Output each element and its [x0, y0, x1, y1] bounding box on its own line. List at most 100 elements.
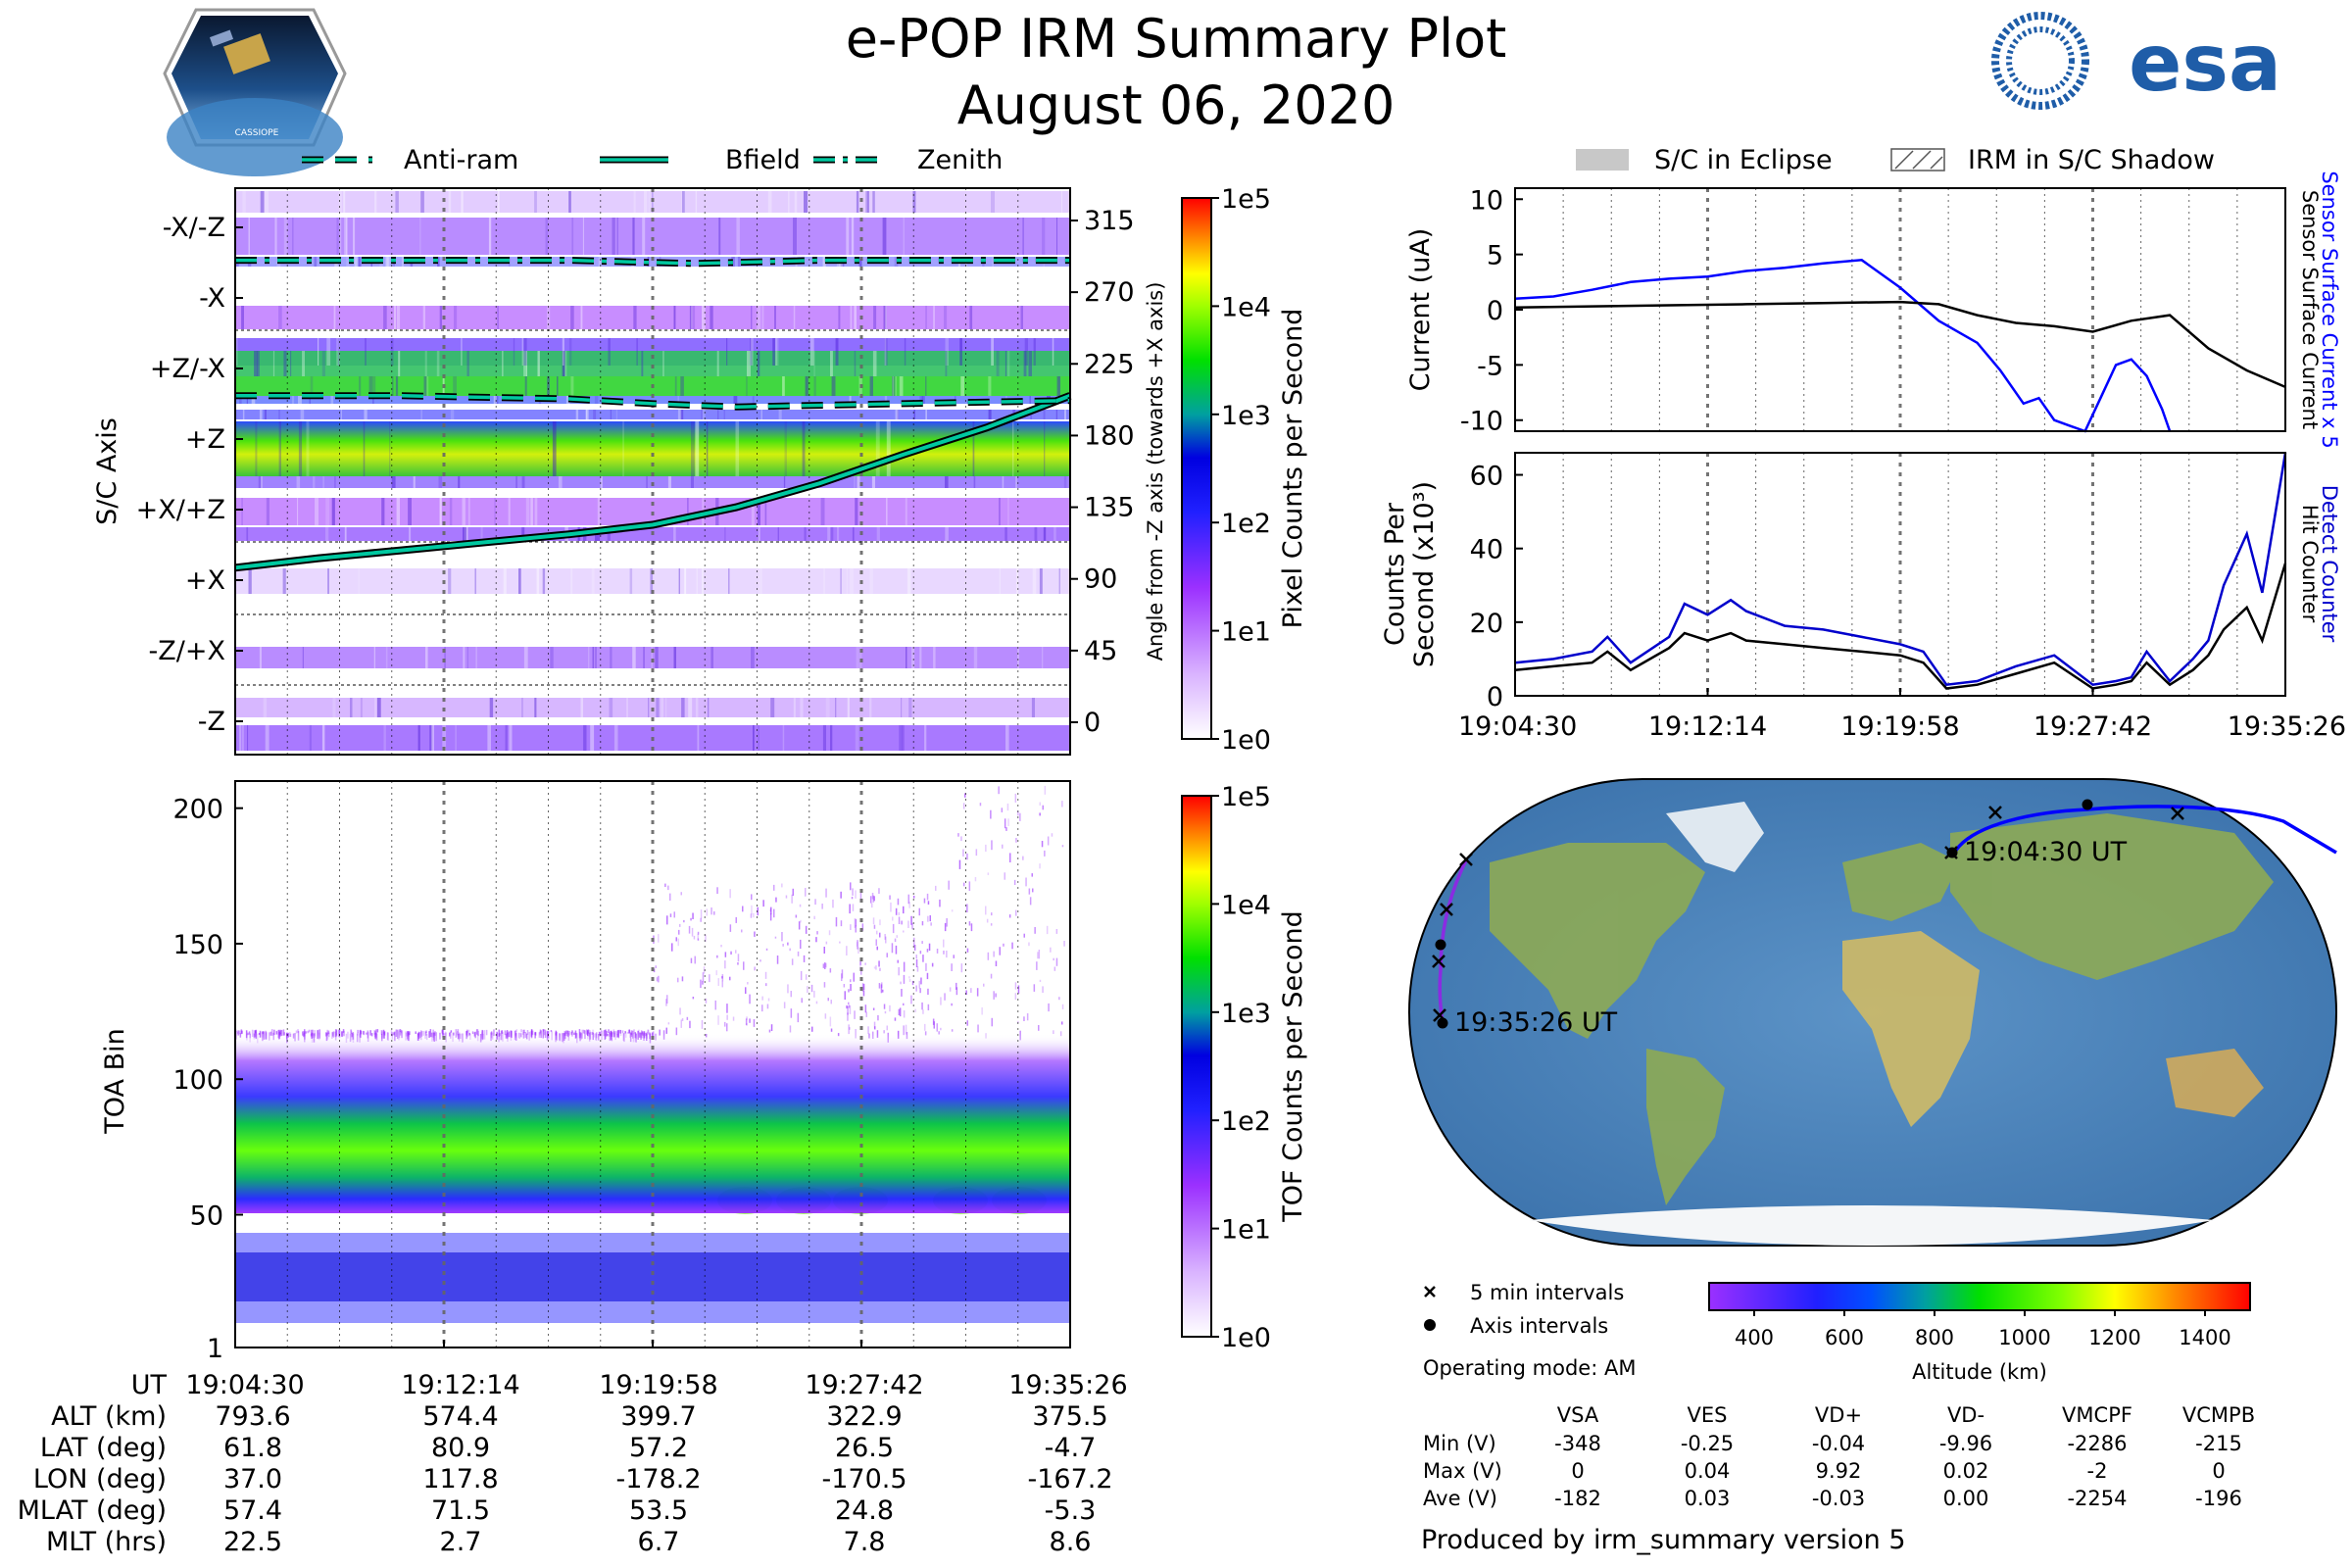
- toa-ytick-label: 100: [172, 1065, 223, 1096]
- toa-panel: 200 150 100 50 1 TOA Bin: [100, 780, 1071, 1364]
- current-ytick: -10: [1460, 407, 1503, 437]
- altitude-label: Altitude (km): [1912, 1360, 2047, 1384]
- voltage-table: VSA VES VD+ VD- VMCPF VCMPB Min (V) -348 -0.25 -0…: [1423, 1403, 2255, 1510]
- volt-header: VMCPF: [2062, 1403, 2132, 1427]
- ephem-cell: 22.5: [223, 1527, 282, 1557]
- toa-cb-tick: 1e4: [1221, 890, 1271, 920]
- pixel-cb-tick: 1e3: [1221, 401, 1271, 431]
- volt-row-label: Min (V): [1423, 1432, 1496, 1455]
- current-ylabel: Current (uA): [1405, 228, 1436, 392]
- volt-header: VES: [1688, 1403, 1728, 1427]
- counts-xtick: 19:19:58: [1840, 711, 1959, 742]
- orbit-track-west: [1438, 859, 1468, 1024]
- volt-header: VCMPB: [2182, 1403, 2255, 1427]
- counts-xtick: 19:35:26: [2228, 711, 2346, 742]
- ephem-row-label: LON (deg): [33, 1464, 167, 1494]
- cassiope-logo: CASSIOPE: [163, 8, 347, 176]
- legend-5min: 5 min intervals: [1470, 1281, 1624, 1304]
- toa-time-grid: [286, 781, 1019, 1348]
- ephem-cell: 117.8: [422, 1464, 498, 1494]
- toa-cb-tick: 1e0: [1221, 1323, 1271, 1353]
- pixel-band: [235, 421, 1070, 476]
- legend-top-right: S/C in Eclipse IRM in S/C Shadow: [1576, 145, 2215, 175]
- pixel-ytick-label: +Z: [185, 424, 225, 455]
- volt-cell: 0: [2212, 1459, 2225, 1483]
- current-ytick: -5: [1477, 351, 1503, 381]
- pixel-ytick-label: +X/+Z: [136, 495, 225, 525]
- counts-series-line: [1514, 452, 2287, 687]
- current-series-line: [1514, 300, 2286, 389]
- toa-x-ticks: [234, 1340, 1071, 1348]
- toa-cb-tick: 1e5: [1221, 782, 1271, 812]
- legend-axis: Axis intervals: [1470, 1314, 1608, 1338]
- current-series-line: [1514, 259, 2172, 433]
- counts-xtick: 19:04:30: [1458, 711, 1577, 742]
- ephem-row-label: UT: [131, 1370, 168, 1400]
- ephem-cell: 399.7: [620, 1401, 696, 1432]
- ephem-cell: 574.4: [422, 1401, 498, 1432]
- pixel-ytick-label: -Z: [198, 707, 225, 737]
- current-right-blue: Sensor Surface Current x 5: [2318, 171, 2341, 448]
- toa-colorbar: 1e5 1e4 1e3 1e2 1e1 1e0 TOF Counts per Second: [1181, 782, 1308, 1353]
- counts-right-blue: Detect Counter: [2318, 485, 2341, 643]
- altitude-tick: 1400: [2179, 1326, 2230, 1349]
- ephem-cell: -167.2: [1027, 1464, 1112, 1494]
- ephem-cell: 19:35:26: [1008, 1370, 1127, 1400]
- map-end-label: 19:35:26 UT: [1454, 1007, 1618, 1038]
- legend-zenith: Zenith: [917, 145, 1003, 175]
- pixel-ytick-label: -X: [199, 283, 225, 314]
- altitude-tick: 600: [1825, 1326, 1864, 1349]
- volt-row-label: Ave (V): [1423, 1487, 1497, 1510]
- toa-ytick-label: 150: [172, 930, 223, 960]
- altitude-colorbar: 400 600 800 1000 1200 1400 Altitude (km): [1708, 1282, 2251, 1384]
- volt-cell: -0.04: [1812, 1432, 1865, 1455]
- pixel-right-tick: 0: [1084, 708, 1101, 738]
- ephem-row-label: ALT (km): [51, 1401, 167, 1432]
- footer: Produced by irm_summary version 5: [1421, 1525, 1906, 1555]
- volt-cell: -2254: [2067, 1487, 2127, 1510]
- ephem-cell: 19:12:14: [401, 1370, 519, 1400]
- ephem-cell: 37.0: [223, 1464, 282, 1494]
- volt-cell: -2286: [2067, 1432, 2127, 1455]
- pixel-band: [235, 257, 1070, 267]
- ephem-cell: 26.5: [835, 1433, 894, 1463]
- legend-shadow: IRM in S/C Shadow: [1968, 145, 2215, 175]
- track-markers: [1432, 806, 2184, 1022]
- volt-cell: -0.25: [1681, 1432, 1734, 1455]
- esa-text: esa: [2129, 18, 2281, 109]
- map-legend: 5 min intervals Axis intervals Operating…: [1423, 1281, 1636, 1380]
- volt-cell: -182: [1554, 1487, 1601, 1510]
- pixel-ylabel: S/C Axis: [92, 417, 122, 525]
- ephem-cell: 2.7: [440, 1527, 482, 1557]
- world-map: 19:04:30 UT 19:35:26 UT: [1408, 778, 2337, 1247]
- volt-cell: -2: [2087, 1459, 2108, 1483]
- esa-logo: esa: [1991, 12, 2281, 110]
- pixel-angle-lines: [234, 257, 1072, 572]
- counts-series-line: [1514, 563, 2287, 690]
- ephem-cell: -178.2: [615, 1464, 701, 1494]
- pixel-right-tick: 135: [1084, 493, 1135, 523]
- ephem-cell: 19:19:58: [599, 1370, 717, 1400]
- legend-top-left: Anti-ram Bfield Zenith: [302, 145, 1003, 175]
- legend-antiram: Anti-ram: [404, 145, 518, 175]
- continent-asia: [1950, 813, 2274, 980]
- volt-cell: -196: [2195, 1487, 2242, 1510]
- orbit-track-north: [1951, 805, 2337, 856]
- pixel-y-ticks: -X/-Z -X +Z/-X +Z +X/+Z +X -Z/+X -Z: [136, 213, 243, 737]
- ephem-cell: 793.6: [215, 1401, 290, 1432]
- volt-cell: 0.04: [1685, 1459, 1731, 1483]
- counts-xtick: 19:27:42: [2034, 711, 2152, 742]
- pixel-right-tick: 45: [1084, 636, 1117, 666]
- ephem-cell: 6.7: [638, 1527, 680, 1557]
- pixel-right-tick: 225: [1084, 349, 1135, 379]
- cassiope-label: CASSIOPE: [235, 128, 279, 138]
- volt-cell: -9.96: [1939, 1432, 1992, 1455]
- counts-xtick: 19:12:14: [1648, 711, 1767, 742]
- pixel-ytick-label: -Z/+X: [149, 636, 225, 666]
- pixel-ytick-label: -X/-Z: [163, 213, 225, 243]
- ephem-cell: -170.5: [821, 1464, 906, 1494]
- ephem-cell: 322.9: [826, 1401, 902, 1432]
- volt-cell: 0.00: [1943, 1487, 1989, 1510]
- toa-cb-tick: 1e3: [1221, 999, 1271, 1029]
